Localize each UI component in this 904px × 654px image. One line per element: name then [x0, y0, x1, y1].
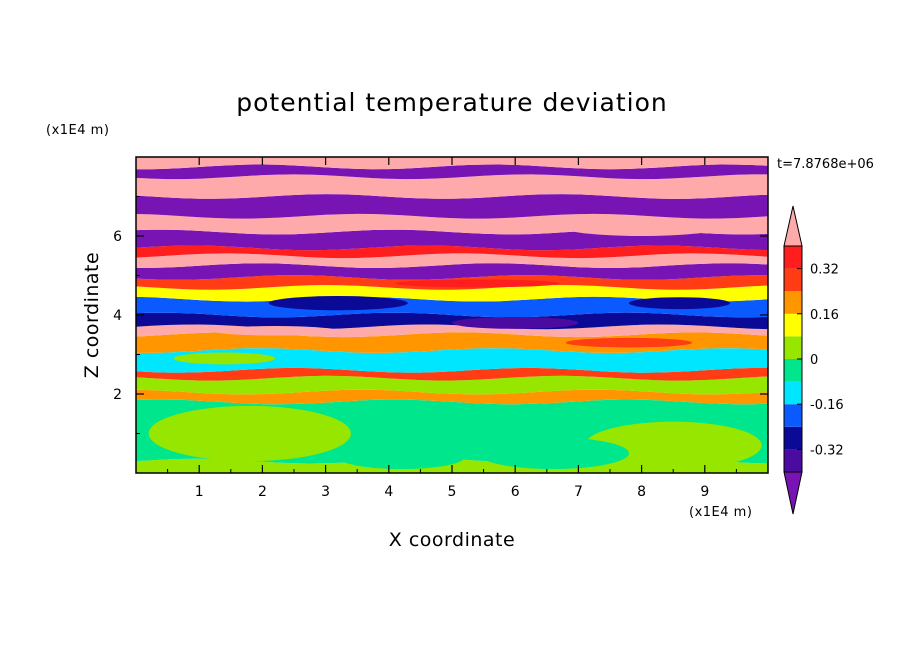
- contour-patch: [452, 316, 579, 329]
- colorbar-swatch: [784, 313, 802, 337]
- x-axis-label: X coordinate: [389, 529, 515, 551]
- y-tick-label: 6: [113, 229, 122, 245]
- colorbar-under-arrow: [783, 471, 803, 515]
- contour-band: [136, 164, 768, 180]
- x-tick-label: 7: [574, 484, 583, 500]
- contour-band: [136, 194, 768, 219]
- colorbar-swatch: [784, 449, 802, 472]
- contour-patch: [628, 297, 731, 310]
- contour-patch: [565, 220, 718, 237]
- contour-patch: [268, 296, 408, 311]
- colorbar-label: 0.16: [810, 308, 839, 323]
- x-tick-label: 9: [700, 484, 709, 500]
- contour-band: [136, 332, 768, 353]
- contour-patch: [477, 437, 629, 470]
- colorbar-swatch: [784, 404, 802, 427]
- y-axis-label: Z coordinate: [81, 252, 103, 378]
- contour-band: [136, 389, 768, 405]
- x-tick-label: 5: [448, 484, 457, 500]
- colorbar-over-arrow: [783, 205, 803, 247]
- contour-band: [136, 174, 768, 199]
- contour-band: [136, 285, 768, 302]
- colorbar-swatch: [784, 246, 802, 269]
- contour-band: [136, 245, 768, 259]
- contour-band: [136, 348, 768, 373]
- contour-patch: [395, 279, 560, 288]
- contour-patch: [211, 326, 339, 336]
- chart-title: potential temperature deviation: [236, 88, 667, 117]
- contour-patch: [338, 445, 465, 470]
- colorbar-label: 0: [810, 353, 818, 368]
- colorbar-swatch: [784, 359, 802, 382]
- x-tick-label: 4: [384, 484, 393, 500]
- x-tick-label: 1: [195, 484, 204, 500]
- x-axis: 1 2 3 4 5 6 7 8 9: [167, 157, 737, 500]
- contour-band: [136, 253, 768, 268]
- y-axis: 2 4 6: [113, 196, 768, 434]
- contour-band: [136, 367, 768, 381]
- contour-band: [136, 312, 768, 330]
- plot-area: [136, 157, 768, 473]
- colorbar-label: 0.32: [810, 263, 839, 278]
- x-tick-label: 3: [321, 484, 330, 500]
- contour-patch: [565, 337, 693, 348]
- colorbar-swatch: [784, 291, 802, 314]
- y-tick-label: 2: [113, 387, 122, 403]
- contour-patch: [173, 352, 276, 365]
- colorbar-label: -0.16: [810, 398, 844, 413]
- x-tick-label: 2: [258, 484, 267, 500]
- x-axis-unit: (x1E4 m): [689, 505, 752, 520]
- contour-band: [136, 263, 768, 280]
- colorbar-swatch: [784, 381, 802, 405]
- colorbar-swatch: [784, 426, 802, 450]
- x-tick-label: 8: [637, 484, 646, 500]
- contour-patch: [148, 405, 351, 462]
- contour-patch: [584, 421, 762, 470]
- time-label: t=7.8768e+06: [777, 157, 874, 172]
- colorbar-swatch: [784, 268, 802, 292]
- colorbar-label: -0.32: [810, 443, 844, 458]
- x-tick-label: 6: [511, 484, 520, 500]
- colorbar: -0.32 -0.16 0 0.16 0.32: [783, 205, 844, 515]
- contour-band: [136, 375, 768, 395]
- y-tick-label: 4: [113, 308, 122, 324]
- colorbar-swatch: [784, 336, 802, 359]
- y-axis-unit: (x1E4 m): [46, 123, 109, 138]
